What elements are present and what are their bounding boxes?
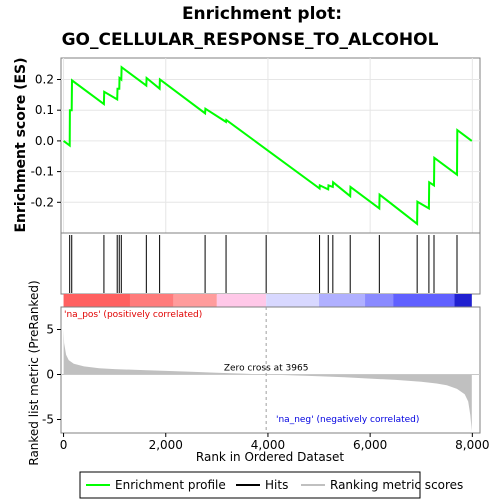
es-tick-label: 0.1 — [35, 103, 54, 117]
es-tick-label: 0.2 — [35, 72, 54, 86]
x-tick-label: 0 — [60, 438, 68, 452]
ranking-color-bar — [63, 294, 472, 307]
x-axis-ticks: 0 2,000 4,000 6,000 8,000 — [60, 433, 490, 452]
positive-correlation-label: 'na_pos' (positively correlated) — [64, 310, 202, 320]
chart-title: Enrichment plot: — [182, 4, 342, 24]
legend-label-ranking: Ranking metric scores — [330, 478, 463, 492]
metric-tick-label: -5 — [42, 413, 54, 427]
color-bar-segment — [319, 294, 366, 307]
es-grid — [61, 58, 480, 233]
es-tick-label: 0.0 — [35, 134, 54, 148]
metric-axis-label: Ranked list metric (PreRanked) — [27, 280, 41, 465]
color-bar-segment — [393, 294, 455, 307]
chart-subtitle: GO_CELLULAR_RESPONSE_TO_ALCOHOL — [62, 30, 439, 50]
negative-correlation-label: 'na_neg' (negatively correlated) — [276, 415, 419, 425]
x-tick-label: 6,000 — [353, 438, 387, 452]
x-tick-label: 8,000 — [455, 438, 489, 452]
zero-cross-label: Zero cross at 3965 — [224, 364, 309, 374]
color-bar-segment — [266, 294, 320, 307]
color-bar-segment — [173, 294, 217, 307]
legend-label-hits: Hits — [265, 478, 288, 492]
metric-tick-label: 5 — [46, 323, 54, 337]
es-y-ticks: -0.2 -0.1 0.0 0.1 0.2 — [31, 72, 61, 209]
x-tick-label: 2,000 — [149, 438, 183, 452]
color-bar-segment — [63, 294, 130, 307]
metric-y-ticks: -5 0 5 — [42, 323, 61, 427]
es-panel: -0.2 -0.1 0.0 0.1 0.2 — [31, 57, 481, 234]
enrichment-profile-line — [62, 65, 473, 226]
es-tick-label: -0.1 — [31, 165, 54, 179]
hits-panel-frame — [60, 232, 481, 295]
metric-tick-label: 0 — [46, 368, 54, 382]
legend: Enrichment profile Hits Ranking metric s… — [79, 471, 463, 499]
color-bar-segment — [454, 294, 472, 307]
metric-panel: -5 0 5 Zero cross at 3965 'na_pos' (positi… — [42, 306, 481, 434]
color-bar-segment — [129, 294, 174, 307]
x-axis-label: Rank in Ordered Dataset — [196, 450, 344, 464]
es-tick-label: -0.2 — [31, 195, 54, 209]
legend-label-enrichment: Enrichment profile — [115, 478, 226, 492]
es-axis-label: Enrichment score (ES) — [13, 57, 29, 232]
hits-lines — [69, 235, 458, 293]
color-bar-segment — [216, 294, 267, 307]
hits-panel — [60, 232, 481, 307]
x-tick-label: 4,000 — [251, 438, 285, 452]
color-bar-segment — [365, 294, 394, 307]
es-panel-frame — [60, 57, 481, 234]
